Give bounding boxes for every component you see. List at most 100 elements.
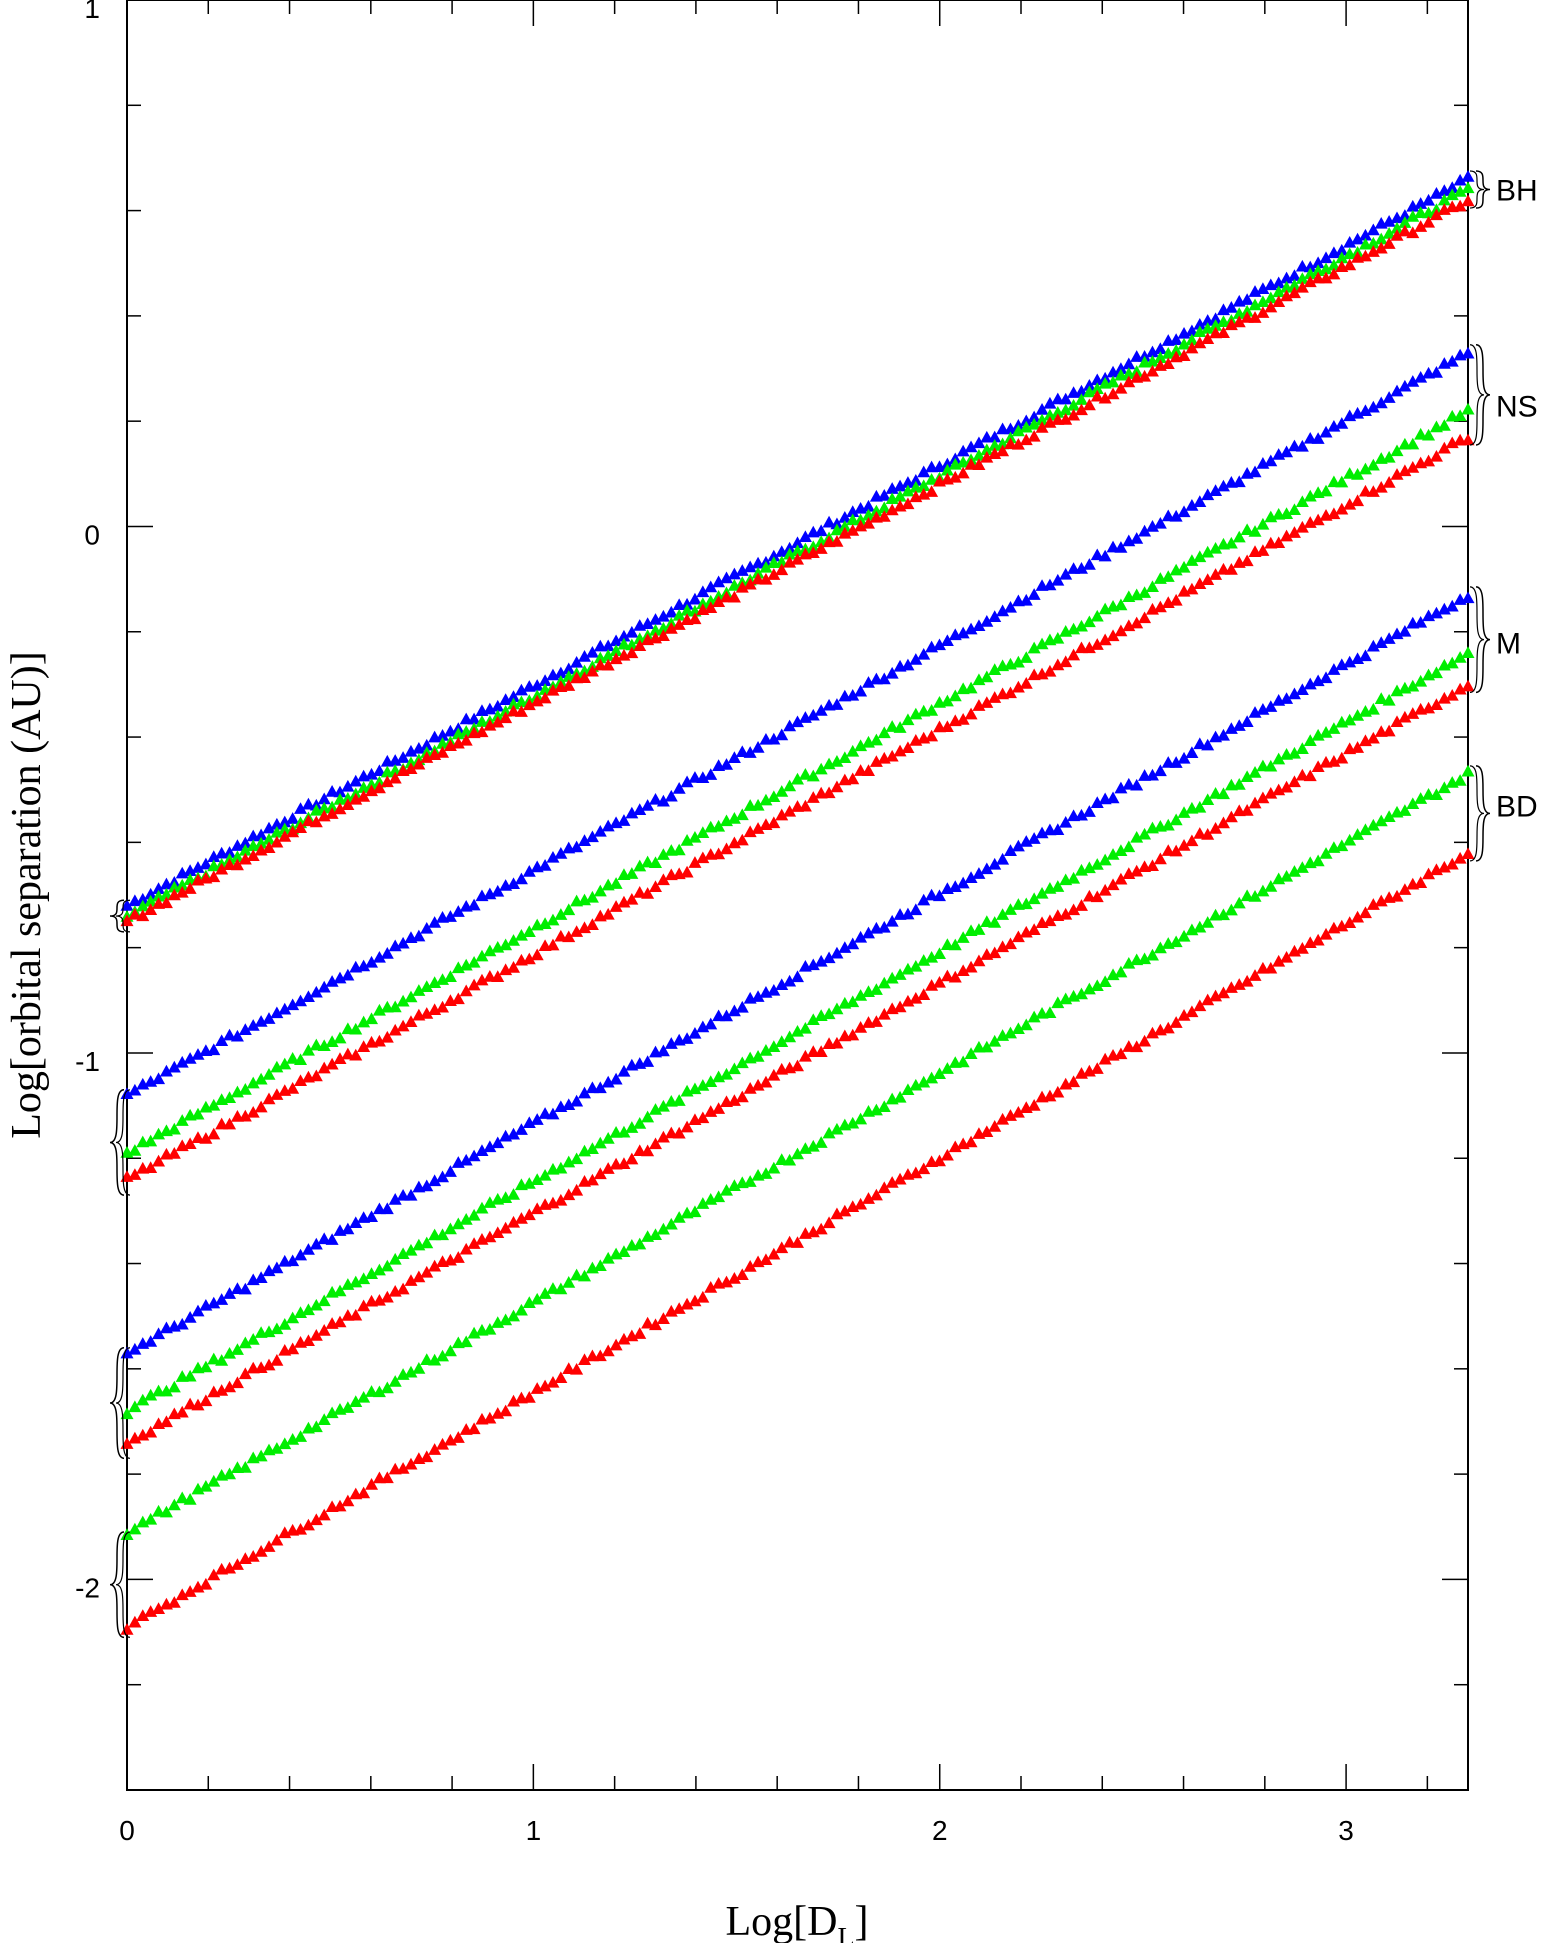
series-point	[1327, 755, 1341, 767]
series-point	[798, 768, 812, 780]
series-point	[1445, 688, 1459, 701]
series-point	[1027, 410, 1041, 423]
series-point	[1335, 751, 1349, 764]
series-point	[1003, 937, 1017, 950]
series-point	[578, 834, 592, 846]
series-point	[727, 811, 741, 824]
series-point	[159, 1505, 173, 1518]
series-point	[988, 916, 1002, 928]
series-point	[1043, 664, 1057, 677]
series-point	[238, 1109, 252, 1122]
series-point	[333, 1315, 347, 1328]
series-point	[1114, 624, 1128, 637]
series-point	[191, 1048, 205, 1060]
series-point	[1295, 520, 1309, 533]
series-point	[1122, 840, 1136, 853]
series-point	[325, 800, 339, 813]
series-point	[152, 882, 166, 894]
series-point	[270, 1006, 284, 1019]
series-point	[238, 1367, 252, 1380]
series-point	[1169, 844, 1183, 857]
series-point	[333, 785, 347, 798]
series-point	[443, 1165, 457, 1177]
series-point	[688, 1026, 702, 1039]
series-point	[1035, 413, 1049, 426]
series-point	[1382, 475, 1396, 488]
series-point	[167, 1596, 181, 1608]
series-point	[656, 1044, 670, 1057]
series-point	[1272, 276, 1286, 289]
series-point	[1082, 615, 1096, 628]
series-point	[917, 647, 931, 660]
series-point	[491, 709, 505, 722]
series-point	[428, 1174, 442, 1187]
series-point	[238, 843, 252, 856]
series-point	[735, 808, 749, 821]
series-point	[1429, 366, 1443, 378]
series-point	[286, 1082, 300, 1094]
series-point	[1067, 408, 1081, 421]
series-point	[388, 1375, 402, 1387]
series-point	[1153, 516, 1167, 529]
series-point	[838, 751, 852, 764]
series-point	[1287, 503, 1301, 516]
series-point	[664, 1217, 678, 1230]
series-point	[1098, 975, 1112, 988]
series-point	[183, 1052, 197, 1064]
series-point	[207, 1474, 221, 1487]
series-point	[562, 903, 576, 916]
series-point	[538, 1379, 552, 1392]
series-point	[1169, 756, 1183, 768]
series-point	[672, 1094, 686, 1106]
series-point	[869, 983, 883, 995]
series-point	[238, 1282, 252, 1295]
series-point	[1461, 847, 1475, 860]
series-point	[254, 1271, 268, 1283]
series-point	[459, 1213, 473, 1225]
series-point	[167, 1380, 181, 1393]
series-point	[1437, 602, 1451, 615]
series-point	[1122, 956, 1136, 969]
series-point	[301, 814, 315, 827]
series-point	[1453, 651, 1467, 663]
series-point	[467, 1237, 481, 1249]
series-point	[175, 1405, 189, 1418]
series-point	[712, 595, 726, 608]
series-point	[1374, 894, 1388, 907]
series-point	[301, 1243, 315, 1255]
series-point	[1185, 746, 1199, 758]
series-point	[286, 998, 300, 1011]
series-point	[798, 530, 812, 543]
series-point	[491, 1226, 505, 1239]
series-point	[751, 1078, 765, 1091]
series-point	[1248, 706, 1262, 718]
series-point	[751, 1050, 765, 1062]
series-point	[735, 1056, 749, 1069]
series-point	[1414, 615, 1428, 628]
series-point	[1169, 935, 1183, 948]
series-point	[1019, 897, 1033, 910]
series-point	[1074, 808, 1088, 821]
series-point	[562, 1098, 576, 1111]
series-point	[1035, 403, 1049, 415]
series-point	[664, 1037, 678, 1049]
series-point	[1303, 489, 1317, 502]
series-point	[1264, 759, 1278, 772]
series-point	[751, 798, 765, 811]
series-point	[223, 1561, 237, 1574]
series-point	[767, 1247, 781, 1260]
series-point	[152, 1504, 166, 1517]
series-point	[814, 1045, 828, 1057]
series-point	[822, 515, 836, 528]
series-point	[1177, 929, 1191, 942]
series-point	[735, 580, 749, 593]
series-point	[1406, 210, 1420, 222]
series-point	[861, 516, 875, 529]
series-point	[1201, 322, 1215, 334]
group-labels: BH NS M BD	[1496, 175, 1538, 824]
series-point	[1445, 188, 1459, 201]
series-point	[1390, 444, 1404, 457]
series-point	[467, 898, 481, 911]
series-point	[664, 789, 678, 802]
series-point	[191, 1304, 205, 1317]
